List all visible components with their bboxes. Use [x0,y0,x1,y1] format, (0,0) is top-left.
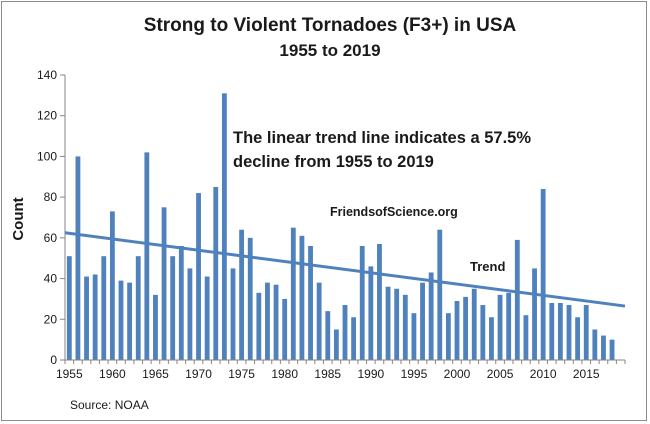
bar-1964 [144,152,150,360]
website-credit: FriendsofScience.org [330,205,458,219]
y-tick-label: 60 [44,231,58,245]
bar-2012 [557,303,563,360]
bar-1981 [290,227,296,360]
annotation-line-2: decline from 1955 to 2019 [233,153,434,171]
x-tick-label: 1995 [401,367,428,381]
x-tick-label: 1960 [99,367,126,381]
chart-title: Strong to Violent Tornadoes (F3+) in USA [144,15,517,36]
tick-labels: 0 20 40 60 80 100 120 140 1955 1960 1965 1970 1975 19… [37,68,600,381]
bar-2009 [532,268,537,360]
bar-1974 [230,268,236,360]
bar-1959 [101,256,107,360]
bar-1989 [359,246,365,360]
bar-1960 [109,211,115,360]
bar-series [66,93,615,360]
bar-1961 [118,280,124,360]
bar-1978 [265,282,270,360]
bar-1986 [333,329,339,360]
bar-1963 [135,256,141,360]
x-tick-label: 1990 [357,367,384,381]
x-tick-label: 1985 [314,367,341,381]
bar-2013 [566,305,572,360]
bar-2010 [540,189,546,360]
bar-2004 [489,317,494,360]
source-note: Source: NOAA [70,398,149,412]
bar-1968 [178,246,184,360]
x-tick-label: 1965 [142,367,169,381]
bar-2016 [592,329,598,360]
bar-2015 [583,305,589,360]
bar-1980 [282,298,288,360]
x-tick-label: 1955 [56,367,83,381]
bar-2008 [523,315,529,360]
bar-1992 [385,286,391,360]
bar-1995 [411,313,417,360]
axes [60,74,626,364]
bar-1962 [127,282,133,360]
bar-1965 [153,294,158,360]
bar-2003 [480,305,486,360]
bar-2014 [575,317,581,360]
x-tick-label: 1970 [185,367,212,381]
annotation-line-1: The linear trend line indicates a 57.5% [233,129,531,147]
y-axis-label: Count [10,197,27,240]
bar-2007 [514,239,520,360]
bar-1999 [445,313,451,360]
bar-2017 [601,335,606,360]
bar-1996 [420,282,425,360]
bar-1970 [196,193,201,360]
bar-1997 [428,272,434,360]
bar-1982 [299,235,305,360]
bar-1971 [204,276,210,360]
y-tick-label: 40 [44,272,58,286]
bar-1983 [308,246,313,360]
bar-1994 [402,294,408,360]
bar-1957 [84,276,89,360]
bar-1998 [437,229,443,360]
bar-1987 [342,305,348,360]
y-tick-label: 20 [44,312,58,326]
x-tick-label: 1975 [228,367,255,381]
bar-1956 [75,156,81,360]
bar-1976 [247,237,253,360]
x-tick-label: 2000 [444,367,471,381]
y-tick-label: 120 [37,109,57,123]
bar-1990 [368,266,374,360]
bar-2001 [463,296,469,360]
bar-1973 [221,93,227,360]
x-tick-label: 2010 [530,367,557,381]
bar-1985 [325,311,331,360]
bar-1955 [66,256,72,360]
trend-line [64,231,626,308]
bar-1984 [316,282,322,360]
bar-1972 [213,186,219,360]
bar-2005 [497,294,503,360]
bar-1966 [161,207,167,360]
x-tick-label: 1980 [271,367,298,381]
bar-2000 [454,300,460,360]
bar-2002 [471,288,477,360]
bar-1967 [170,256,176,360]
x-tick-label: 2015 [573,367,600,381]
trend-label: Trend [470,259,505,274]
x-tick-label: 2005 [487,367,514,381]
y-tick-label: 80 [44,190,58,204]
y-tick-label: 140 [37,68,57,82]
y-tick-label: 0 [50,353,57,367]
bar-2006 [506,292,512,360]
y-tick-label: 100 [37,149,57,163]
bar-1979 [273,284,279,360]
bar-1975 [239,229,245,360]
bar-1977 [256,292,262,360]
chart-subtitle: 1955 to 2019 [279,41,380,60]
bar-1958 [92,274,98,360]
bar-1969 [187,268,193,360]
bar-1991 [377,243,382,360]
bar-1993 [394,288,400,360]
bar-2011 [549,303,555,360]
bar-2018 [609,339,615,360]
bar-1988 [351,317,357,360]
